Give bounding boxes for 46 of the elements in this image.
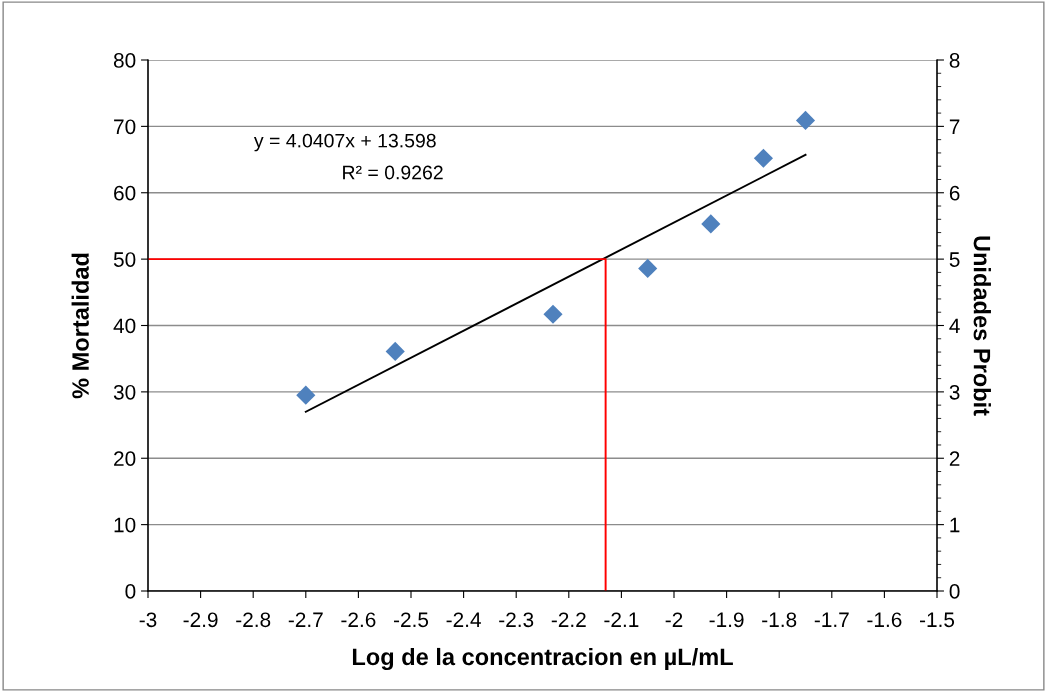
point <box>701 214 721 234</box>
y2-axis-title: Unidades Probit <box>973 236 991 416</box>
x-tick-label: -2.9 <box>183 612 218 628</box>
x-tick-label: -2.4 <box>446 612 481 627</box>
y-tick-label: 70 <box>114 119 136 135</box>
x-tick-label: -2.1 <box>604 612 639 627</box>
x-tick-label: -1.6 <box>867 612 902 628</box>
x-tick-label: -2.3 <box>499 612 534 628</box>
x-tick-label: -1.8 <box>762 612 797 628</box>
y2-tick-label: 8 <box>949 53 960 68</box>
y-axis-title: % Mortalidad <box>71 253 89 399</box>
y-tick-label: 50 <box>113 252 136 267</box>
y-tick-label: 10 <box>114 517 136 533</box>
point <box>753 148 773 168</box>
x-tick-label: -2.7 <box>288 612 323 627</box>
x-tick-label: -2.2 <box>551 612 586 627</box>
x-tick-label: -2.6 <box>341 612 376 628</box>
annotation: y = 4.0407x + 13.598 <box>253 133 436 152</box>
y2-tick-label: 3 <box>949 384 960 400</box>
y-tick-label: 20 <box>114 451 136 466</box>
point <box>543 304 563 324</box>
x-tick-label: -2.8 <box>236 612 271 628</box>
x-tick-label: -1.5 <box>919 612 955 628</box>
y2-tick-label: 1 <box>950 517 960 533</box>
y2-tick-label: 6 <box>949 185 960 201</box>
y-tick-label: 60 <box>114 185 136 201</box>
point <box>385 341 405 361</box>
y2-tick-label: 4 <box>949 318 960 334</box>
point <box>638 258 658 278</box>
y-tick-label: 30 <box>113 384 136 400</box>
y-tick-label: 40 <box>113 318 136 334</box>
point <box>296 385 316 405</box>
x-tick-label: -2.5 <box>393 612 429 628</box>
y-tick-label: 80 <box>113 53 136 68</box>
y2-tick-label: 0 <box>949 584 960 599</box>
point <box>795 110 816 130</box>
y2-tick-label: 5 <box>949 252 960 267</box>
x-tick-label: -1.7 <box>814 612 849 627</box>
annotation: R² = 0.9262 <box>343 165 443 180</box>
y2-tick-label: 2 <box>949 451 960 466</box>
x-axis-title: Log de la concentracion en µL/mL <box>352 647 733 671</box>
x-tick-label: -1.9 <box>709 612 744 628</box>
y2-tick-label: 7 <box>949 119 960 134</box>
x-tick-label: -2 <box>665 612 683 627</box>
x-tick-label: -3 <box>139 612 157 628</box>
y-tick-label: 0 <box>125 584 136 599</box>
